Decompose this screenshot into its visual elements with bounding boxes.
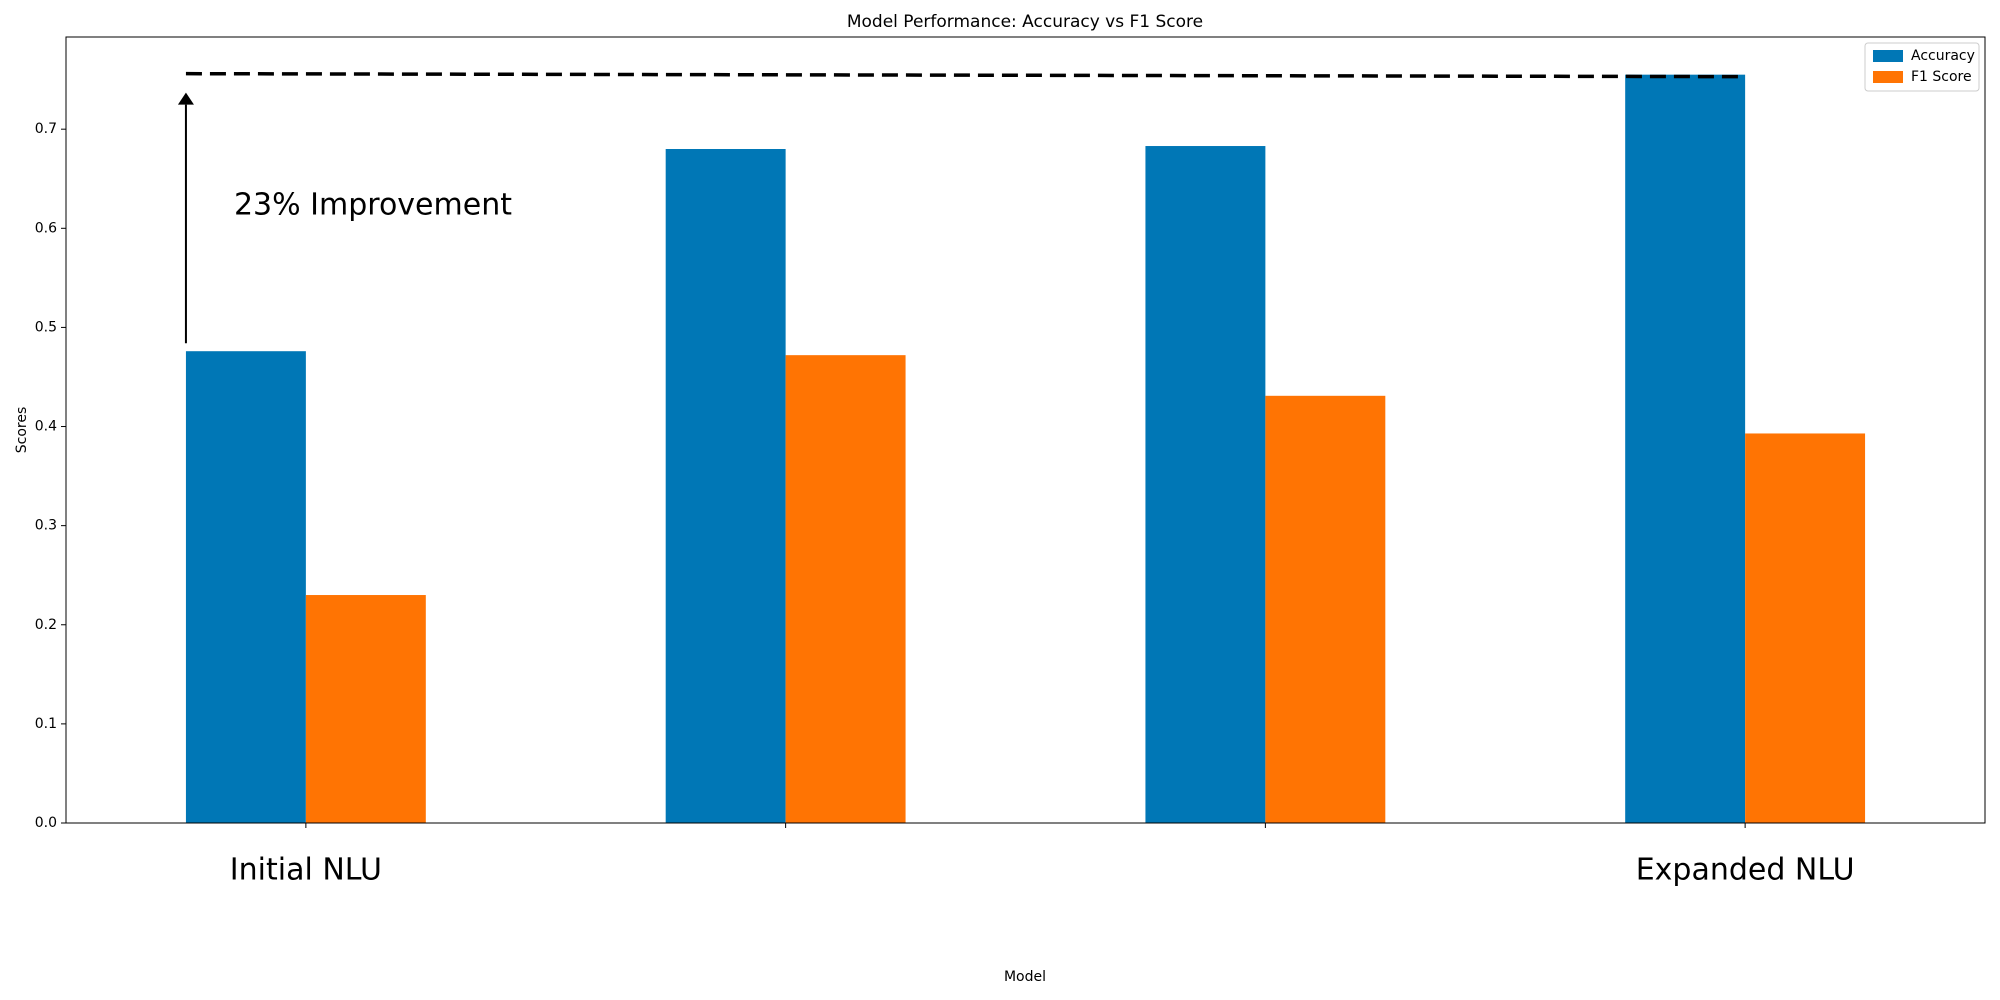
bar xyxy=(1625,74,1746,824)
chart-title: Model Performance: Accuracy vs F1 Score xyxy=(847,12,1203,32)
bar xyxy=(1145,146,1266,824)
legend-swatch xyxy=(1873,50,1903,62)
y-tick-label: 0.0 xyxy=(35,815,57,831)
x-tick-label: Initial NLU xyxy=(230,853,382,888)
y-tick-label: 0.1 xyxy=(35,716,57,732)
y-tick-label: 0.2 xyxy=(35,617,57,633)
y-tick-label: 0.5 xyxy=(35,319,57,335)
bar xyxy=(785,355,906,823)
arrow-head xyxy=(177,92,194,105)
bar xyxy=(185,351,306,823)
legend-swatch xyxy=(1873,71,1903,83)
x-tick-label: Expanded NLU xyxy=(1636,853,1855,888)
y-tick-label: 0.7 xyxy=(35,121,57,137)
reference-line xyxy=(185,71,1746,79)
bar xyxy=(1745,433,1866,823)
legend-label: Accuracy xyxy=(1911,48,1975,64)
annotation: 23% Improvement xyxy=(234,188,512,223)
x-axis-label: Model xyxy=(1004,969,1046,985)
y-tick-label: 0.4 xyxy=(35,419,57,435)
legend: Accuracy F1 Score xyxy=(1864,42,1980,92)
y-tick-label: 0.3 xyxy=(35,518,57,534)
bar xyxy=(305,595,426,823)
bar xyxy=(665,149,786,824)
plot-frame xyxy=(65,36,1986,824)
y-axis-label: Scores xyxy=(14,407,30,454)
legend-label: F1 Score xyxy=(1911,69,1972,85)
y-tick-label: 0.6 xyxy=(35,220,57,236)
bar xyxy=(1265,395,1386,823)
